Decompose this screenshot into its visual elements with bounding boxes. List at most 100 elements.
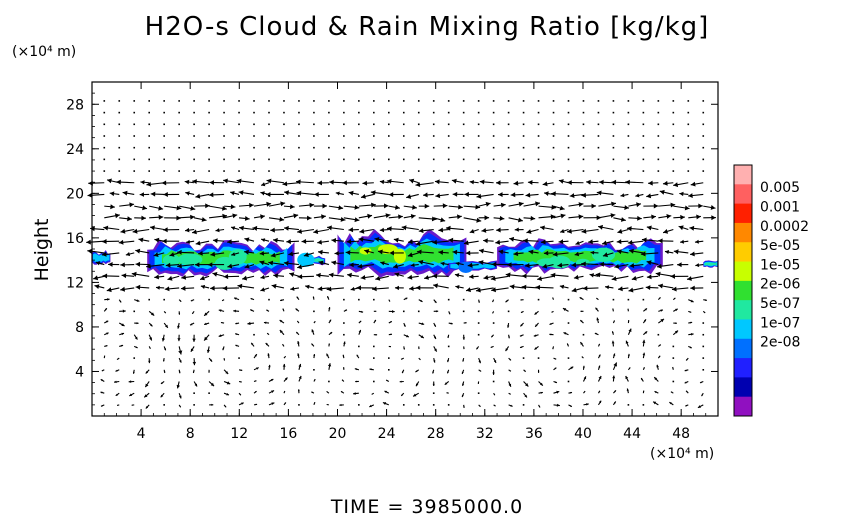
wind-arrow-head	[598, 400, 602, 404]
wind-dot	[133, 135, 136, 137]
wind-arrow-head	[355, 380, 357, 383]
wind-arrow-head	[475, 204, 481, 210]
wind-arrow-head	[311, 391, 313, 394]
wind-arrow-head	[684, 381, 687, 384]
wind-dot	[178, 146, 180, 149]
wind-dot	[283, 135, 285, 137]
wind-arrow-head	[594, 332, 597, 335]
wind-arrow-head	[405, 297, 408, 300]
wind-arrow-head	[273, 273, 278, 279]
colorbar-label: 1e-05	[760, 257, 800, 273]
wind-dot	[313, 310, 315, 313]
x-tick-label: 12	[230, 426, 248, 442]
x-tick-label: 44	[623, 426, 641, 442]
wind-dot	[358, 170, 360, 172]
wind-arrow-head	[260, 191, 265, 196]
wind-arrow-head	[571, 287, 577, 293]
cloud-patch	[177, 253, 203, 266]
wind-dot	[238, 158, 240, 161]
wind-arrow-head	[651, 214, 656, 220]
wind-arrow-head	[598, 354, 601, 357]
wind-dot	[268, 135, 270, 137]
wind-dot	[492, 322, 495, 324]
wind-dot	[133, 123, 136, 126]
wind-dot	[208, 158, 210, 161]
wind-dot	[537, 170, 540, 172]
cloud-patch	[548, 255, 571, 269]
wind-arrow-head	[235, 333, 238, 336]
wind-arrow-head	[691, 333, 694, 336]
wind-dot	[702, 345, 705, 348]
wind-arrow-head	[145, 383, 149, 388]
wind-arrow-head	[162, 238, 167, 244]
wind-dot	[268, 100, 270, 102]
wind-arrow-head	[222, 299, 224, 301]
wind-arrow-head	[611, 179, 617, 185]
wind-dot	[627, 146, 630, 149]
wind-dot	[238, 357, 240, 359]
wind-arrow-head	[194, 262, 200, 268]
wind-arrow-head	[238, 190, 244, 196]
wind-dot	[283, 146, 285, 149]
wind-arrow-head	[656, 364, 659, 368]
wind-arrow-head	[280, 299, 283, 302]
cloud-core	[704, 262, 717, 266]
wind-arrow-head	[177, 325, 180, 329]
wind-arrow-head	[653, 203, 659, 209]
wind-arrow-head	[509, 236, 515, 242]
wind-arrow-head	[646, 193, 652, 199]
wind-dot	[343, 298, 345, 301]
wind-dot	[447, 135, 450, 137]
wind-dot	[447, 111, 450, 114]
wind-dot	[642, 123, 645, 126]
wind-arrow-head	[418, 259, 424, 265]
wind-arrow-head	[675, 308, 678, 312]
wind-dot	[223, 100, 225, 102]
wind-arrow-head	[223, 359, 225, 361]
wind-dot	[133, 100, 136, 102]
wind-arrow-head	[533, 334, 537, 337]
wind-arrow-head	[646, 225, 652, 231]
wind-dot	[597, 158, 600, 161]
wind-arrow-head	[598, 343, 600, 346]
wind-arrow-head	[580, 342, 583, 345]
wind-arrow-head	[567, 343, 569, 346]
x-tick-label: 16	[279, 426, 297, 442]
wind-dot	[103, 111, 106, 114]
wind-dot	[642, 111, 645, 114]
wind-dot	[552, 170, 555, 172]
wind-dot	[387, 111, 390, 114]
wind-arrow-head	[596, 298, 598, 300]
wind-arrow-head	[666, 214, 672, 219]
wind-dot	[492, 146, 495, 149]
wind-arrow-head	[384, 390, 387, 394]
wind-arrow-head	[643, 367, 645, 369]
wind-arrow-head	[588, 239, 593, 245]
wind-arrow-head	[528, 249, 534, 255]
wind-arrow-head	[394, 272, 400, 277]
wind-arrow-head	[86, 239, 91, 245]
wind-arrow-head	[179, 360, 182, 363]
wind-arrow-head	[347, 272, 352, 278]
wind-arrow-head	[433, 283, 438, 289]
wind-arrow-head	[328, 343, 330, 345]
wind-arrow-head	[567, 228, 572, 234]
wind-dot	[402, 404, 405, 406]
wind-arrow-head	[402, 371, 404, 374]
wind-dot	[133, 310, 136, 313]
wind-dot	[223, 123, 225, 126]
wind-arrow-head	[164, 311, 166, 314]
wind-arrow-head	[519, 334, 522, 337]
x-tick-label: 48	[672, 426, 690, 442]
wind-arrow-head	[655, 271, 661, 277]
wind-arrow-head	[479, 179, 485, 185]
wind-arrow-head	[646, 274, 652, 280]
wind-arrow-head	[255, 403, 258, 406]
wind-dot	[462, 158, 465, 161]
wind-arrow-head	[454, 273, 460, 278]
wind-dot	[223, 170, 225, 172]
wind-arrow-head	[406, 194, 412, 199]
colorbar-swatch	[734, 377, 752, 398]
wind-dot	[283, 100, 285, 102]
wind-arrow-head	[535, 284, 541, 290]
